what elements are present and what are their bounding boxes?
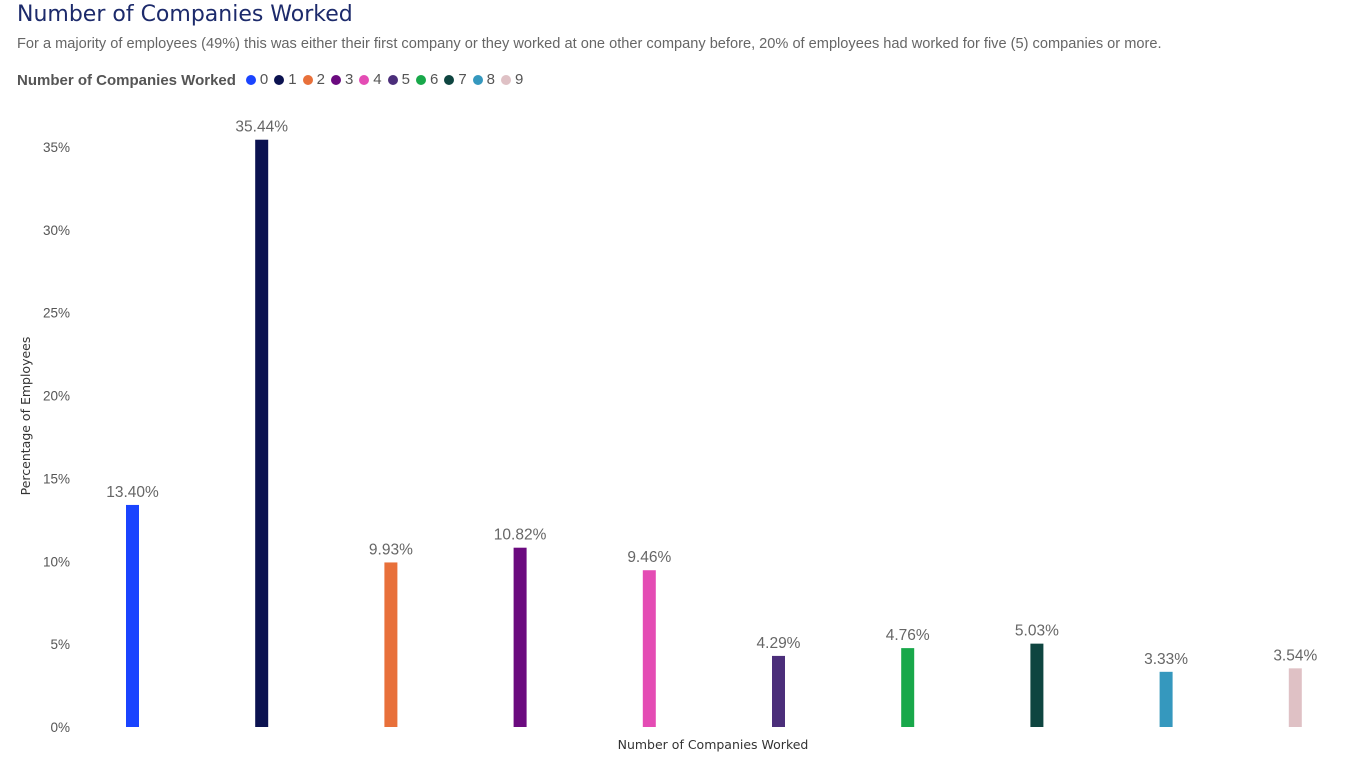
legend-dot-icon bbox=[302, 74, 313, 85]
legend-item-8[interactable]: 8 bbox=[472, 71, 496, 89]
y-tick-label: 10% bbox=[43, 554, 70, 569]
legend-label: 6 bbox=[429, 71, 439, 89]
y-axis-ticks: 0% 5% 10% 15% 20% 25% 30% 35% bbox=[43, 140, 70, 735]
value-label-8: 3.33% bbox=[1144, 651, 1188, 668]
value-label-3: 10.82% bbox=[494, 527, 547, 544]
value-label-6: 4.76% bbox=[886, 627, 930, 644]
legend-item-9[interactable]: 9 bbox=[501, 71, 523, 88]
legend-dot-icon bbox=[245, 74, 256, 85]
y-tick-label: 25% bbox=[43, 306, 70, 321]
legend-title: Number of Companies Worked bbox=[17, 71, 236, 89]
legend-label: 2 bbox=[316, 71, 325, 89]
legend-label: 7 bbox=[458, 71, 467, 89]
legend-dot-icon bbox=[359, 74, 370, 85]
y-axis-title: Percentage of Employees bbox=[18, 337, 33, 496]
legend-item-3[interactable]: 3 bbox=[330, 71, 354, 89]
bar-6[interactable] bbox=[901, 648, 915, 727]
value-label-7: 5.03% bbox=[1015, 623, 1059, 640]
bar-7[interactable] bbox=[1030, 643, 1044, 727]
y-tick-label: 20% bbox=[43, 389, 70, 404]
value-labels: 13.40% 35.44% 9.93% 10.82% 9.46% 4.29% 4.76% 5.… bbox=[106, 119, 1317, 668]
bar-1[interactable] bbox=[255, 139, 269, 728]
legend-item-4[interactable]: 4 bbox=[359, 71, 382, 89]
legend-dot-icon bbox=[501, 74, 512, 85]
bar-2[interactable] bbox=[384, 562, 398, 727]
legend-label: 3 bbox=[344, 71, 354, 89]
y-tick-label: 35% bbox=[43, 140, 70, 155]
bar-9[interactable] bbox=[1288, 668, 1302, 727]
legend-items: 0 1 2 3 4 5 6 7 8 9 bbox=[245, 71, 529, 89]
value-label-9: 3.54% bbox=[1273, 647, 1317, 664]
y-tick-label: 30% bbox=[43, 223, 70, 238]
value-label-0: 13.40% bbox=[106, 484, 159, 501]
value-label-4: 9.46% bbox=[627, 549, 671, 566]
y-tick-label: 15% bbox=[43, 471, 70, 486]
legend-label: 0 bbox=[259, 71, 269, 89]
legend-dot-icon bbox=[472, 74, 483, 85]
legend-item-5[interactable]: 5 bbox=[387, 71, 410, 89]
legend-item-0[interactable]: 0 bbox=[245, 71, 269, 89]
legend-dot-icon bbox=[387, 74, 398, 85]
legend-dot-icon bbox=[444, 74, 455, 85]
legend-item-2[interactable]: 2 bbox=[302, 71, 325, 89]
x-axis-title: Number of Companies Worked bbox=[618, 737, 809, 752]
legend-label: 5 bbox=[401, 71, 410, 89]
value-label-5: 4.29% bbox=[757, 635, 801, 652]
value-label-2: 9.93% bbox=[369, 541, 413, 558]
legend-item-1[interactable]: 1 bbox=[274, 71, 297, 89]
bar-3[interactable] bbox=[513, 547, 527, 727]
chart-subtitle: For a majority of employees (49%) this w… bbox=[17, 36, 1162, 52]
legend-label: 8 bbox=[486, 71, 496, 89]
y-tick-label: 0% bbox=[50, 720, 70, 735]
legend-dot-icon bbox=[274, 74, 285, 85]
chart-title: Number of Companies Worked bbox=[17, 2, 353, 27]
bar-8[interactable] bbox=[1159, 671, 1173, 727]
bar-4[interactable] bbox=[642, 570, 656, 727]
bars bbox=[126, 139, 1302, 728]
legend-label: 9 bbox=[515, 71, 524, 89]
bar-5[interactable] bbox=[772, 655, 785, 727]
legend-dot-icon bbox=[330, 74, 341, 85]
value-label-1: 35.44% bbox=[235, 119, 288, 136]
y-tick-label: 5% bbox=[50, 637, 70, 652]
legend: Number of Companies Worked 0 1 2 3 4 5 6 7 8 9 bbox=[17, 69, 529, 91]
legend-label: 4 bbox=[373, 71, 382, 89]
legend-label: 1 bbox=[288, 71, 297, 89]
legend-item-6[interactable]: 6 bbox=[415, 71, 439, 89]
legend-item-7[interactable]: 7 bbox=[444, 71, 467, 89]
legend-dot-icon bbox=[415, 74, 426, 85]
bar-0[interactable] bbox=[126, 504, 139, 727]
